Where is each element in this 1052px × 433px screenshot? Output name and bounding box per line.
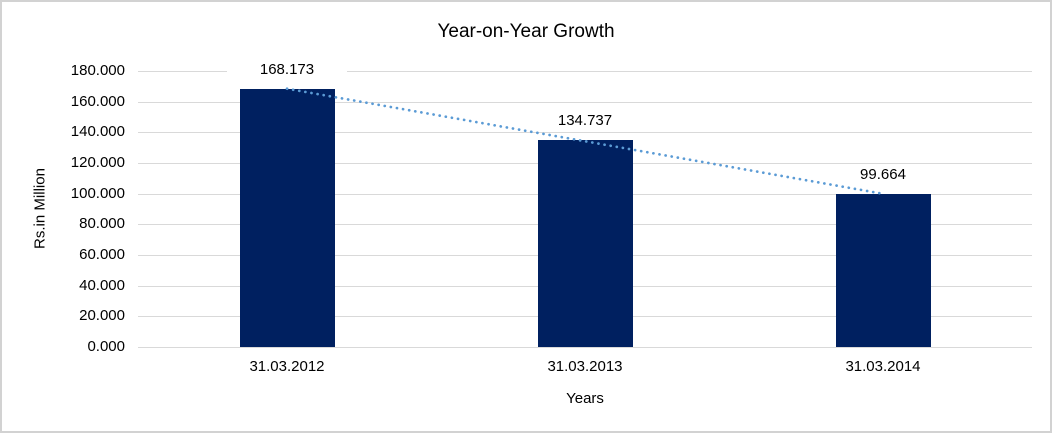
gridline (138, 347, 1032, 348)
bar-data-label: 168.173 (227, 60, 347, 80)
bar-data-label: 99.664 (823, 165, 943, 185)
y-tick-label: 0.000 (87, 338, 125, 355)
x-category-label: 31.03.2013 (547, 358, 623, 375)
y-axis-title: Rs.in Million (31, 168, 49, 249)
gridline (138, 71, 1032, 72)
bar-data-label: 134.737 (525, 111, 645, 131)
x-category-label: 31.03.2012 (249, 358, 325, 375)
y-tick-label: 20.000 (79, 307, 125, 324)
chart-title: Year-on-Year Growth (437, 21, 615, 42)
y-tick-label: 60.000 (79, 246, 125, 263)
y-tick-label: 80.000 (79, 215, 125, 232)
y-tick-label: 160.000 (70, 93, 125, 110)
y-tick-label: 180.000 (70, 62, 125, 79)
y-tick-label: 140.000 (70, 123, 125, 140)
bar (239, 89, 335, 347)
bar (835, 194, 931, 347)
y-tick-label: 120.000 (70, 154, 125, 171)
y-tick-label: 100.000 (70, 185, 125, 202)
y-tick-label: 40.000 (79, 277, 125, 294)
x-category-label: 31.03.2014 (845, 358, 921, 375)
x-axis-title: Years (566, 390, 604, 407)
bar (537, 140, 633, 347)
